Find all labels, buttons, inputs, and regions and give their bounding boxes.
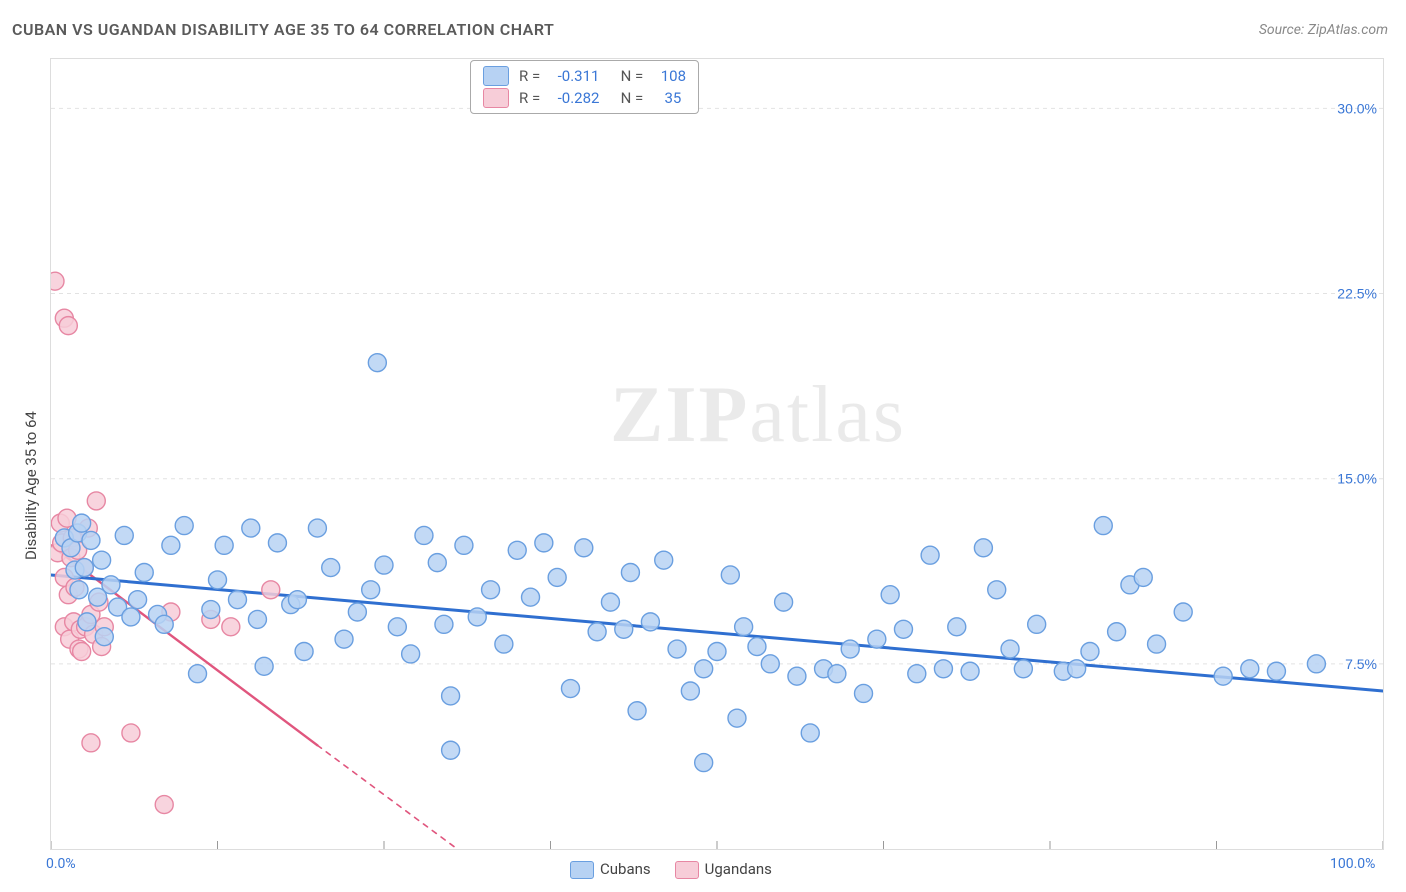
series-legend: Cubans Ugandans	[570, 860, 772, 879]
stats-row-ugandans: R = -0.282 N = 35	[471, 87, 698, 109]
svg-text:22.5%: 22.5%	[1337, 286, 1377, 302]
scatter-plot: 7.5% 15.0% 22.5% 30.0%	[50, 58, 1384, 850]
source-label: Source: ZipAtlas.com	[1259, 22, 1388, 38]
y-axis-label: Disability Age 35 to 64	[22, 411, 40, 560]
legend-item-ugandans: Ugandans	[675, 860, 772, 879]
stats-legend: R = -0.311 N = 108R = -0.282 N = 35	[470, 60, 699, 114]
stats-row-cubans: R = -0.311 N = 108	[471, 65, 698, 87]
legend-item-cubans: Cubans	[570, 860, 651, 879]
x-axis-max-label: 100.0%	[1330, 856, 1375, 872]
chart-title: CUBAN VS UGANDAN DISABILITY AGE 35 TO 64…	[12, 20, 554, 39]
svg-text:7.5%: 7.5%	[1345, 656, 1377, 672]
svg-text:30.0%: 30.0%	[1337, 100, 1377, 116]
svg-text:15.0%: 15.0%	[1337, 471, 1377, 487]
x-axis-min-label: 0.0%	[46, 856, 76, 872]
chart-container: CUBAN VS UGANDAN DISABILITY AGE 35 TO 64…	[0, 0, 1406, 892]
